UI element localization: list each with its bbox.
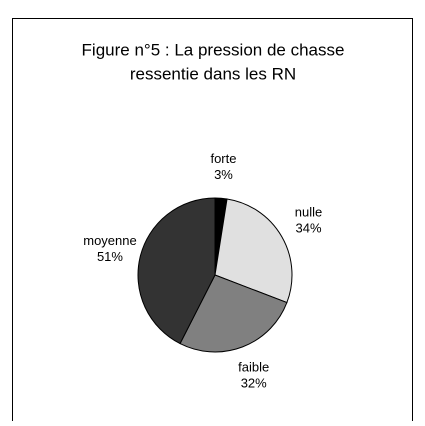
slice-value-label: 34% — [296, 220, 322, 235]
pie-slice — [179, 274, 288, 353]
slice-value-label: 3% — [214, 167, 233, 182]
chart-title: ressentie dans les RN — [130, 64, 296, 83]
slice-label: nulle — [295, 204, 322, 219]
chart-title: Figure n°5 : La pression de chasse — [82, 40, 345, 59]
pie-slice — [214, 198, 293, 304]
pie-slice — [137, 197, 216, 345]
slice-label: faible — [238, 359, 269, 374]
slice-label: moyenne — [83, 233, 136, 248]
slice-label: forte — [210, 151, 236, 166]
slice-value-label: 51% — [97, 249, 123, 264]
slice-value-label: 32% — [241, 375, 267, 390]
